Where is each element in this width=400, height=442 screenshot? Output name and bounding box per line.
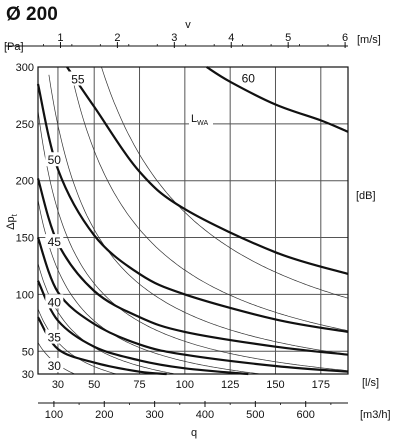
curve-55 bbox=[66, 66, 349, 275]
y-axis-label-main: Δp bbox=[5, 216, 17, 229]
curve-45 bbox=[36, 178, 349, 356]
v-tick-1: 1 bbox=[57, 32, 63, 44]
thin-curve-3 bbox=[37, 263, 175, 375]
ls-tick-30: 30 bbox=[52, 379, 64, 391]
curve-label-45: 45 bbox=[48, 235, 62, 249]
ls-tick-75: 75 bbox=[133, 379, 145, 391]
thin-curve-7 bbox=[70, 70, 349, 332]
curve-label-55: 55 bbox=[71, 73, 85, 87]
q-tick-300: 300 bbox=[145, 409, 163, 421]
curve-label-bg-40 bbox=[45, 294, 64, 309]
y-tick-30: 30 bbox=[22, 369, 34, 381]
db-unit: [dB] bbox=[356, 190, 376, 202]
curve-labels: 30 35 40 45 50 55 60 bbox=[45, 70, 258, 373]
y-tick-50: 50 bbox=[22, 346, 34, 358]
lwa-subscript: WA bbox=[197, 120, 208, 127]
ls-tick-125: 125 bbox=[221, 379, 239, 391]
curve-label-bg-30 bbox=[45, 358, 64, 373]
ls-tick-175: 175 bbox=[312, 379, 330, 391]
curve-label-bg-35 bbox=[45, 329, 64, 344]
thin-curve-4 bbox=[37, 199, 260, 375]
curve-label-bg-45 bbox=[45, 234, 64, 249]
plot-frame bbox=[37, 66, 349, 375]
plot-border bbox=[37, 66, 349, 375]
curve-35 bbox=[37, 280, 249, 376]
v-tick-6: 6 bbox=[342, 32, 348, 44]
chart-title: Ø 200 bbox=[6, 4, 58, 25]
y-unit: [Pa] bbox=[4, 41, 24, 53]
thin-curve-8 bbox=[101, 66, 349, 299]
y-tick-100: 100 bbox=[16, 289, 34, 301]
curve-label-40: 40 bbox=[48, 295, 62, 309]
curve-label-50: 50 bbox=[48, 153, 62, 167]
y-tick-200: 200 bbox=[16, 176, 34, 188]
curve-40 bbox=[36, 237, 349, 373]
curve-50 bbox=[36, 83, 349, 333]
v-tick-2: 2 bbox=[114, 32, 120, 44]
y-axis-label-sub: t bbox=[10, 213, 19, 216]
ls-tick-100: 100 bbox=[176, 379, 194, 391]
y-tick-250: 250 bbox=[16, 119, 34, 131]
q-tick-200: 200 bbox=[95, 409, 113, 421]
q-axis-label: q bbox=[191, 427, 197, 439]
y-tick-300: 300 bbox=[16, 62, 34, 74]
curve-label-bg-50 bbox=[45, 152, 64, 167]
curve-60 bbox=[206, 66, 349, 133]
curve-label-60: 60 bbox=[242, 71, 256, 85]
ls-unit: [l/s] bbox=[362, 377, 379, 389]
lwa-label: LWA bbox=[191, 113, 208, 127]
lwa-main: L bbox=[191, 113, 197, 125]
curve-label-30: 30 bbox=[48, 359, 62, 373]
y-axis-label: Δpt bbox=[5, 213, 19, 229]
top-axis-label: v bbox=[185, 19, 191, 31]
y-tick-150: 150 bbox=[16, 233, 34, 245]
curve-label-35: 35 bbox=[48, 331, 62, 345]
top-axis-unit: [m/s] bbox=[357, 34, 381, 46]
q-tick-500: 500 bbox=[246, 409, 264, 421]
q-axis-unit: [m3/h] bbox=[360, 409, 391, 421]
q-tick-600: 600 bbox=[297, 409, 315, 421]
sound-level-curves bbox=[36, 66, 349, 376]
q-tick-400: 400 bbox=[196, 409, 214, 421]
thin-reference-curves bbox=[37, 66, 349, 375]
q-tick-100: 100 bbox=[45, 409, 63, 421]
curve-label-bg-55 bbox=[68, 71, 87, 86]
curve-label-bg-60 bbox=[239, 70, 258, 85]
v-tick-5: 5 bbox=[285, 32, 291, 44]
thin-curve-5 bbox=[37, 110, 349, 371]
lwa-label-bg bbox=[189, 111, 213, 126]
ls-tick-150: 150 bbox=[266, 379, 284, 391]
ls-tick-50: 50 bbox=[88, 379, 100, 391]
v-tick-4: 4 bbox=[228, 32, 234, 44]
v-tick-3: 3 bbox=[171, 32, 177, 44]
thin-curve-6 bbox=[48, 74, 349, 355]
